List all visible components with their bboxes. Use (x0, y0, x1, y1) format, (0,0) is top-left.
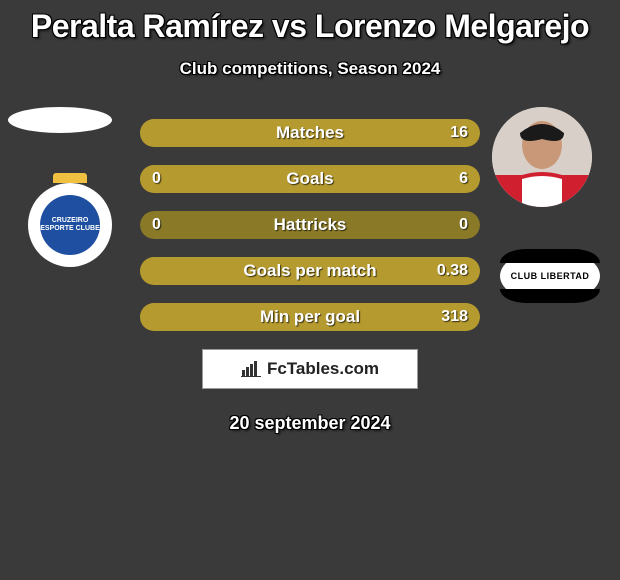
player-left-photo (8, 107, 112, 133)
stat-label: Goals per match (140, 257, 480, 285)
stat-row: 0.38Goals per match (140, 257, 480, 285)
subtitle: Club competitions, Season 2024 (0, 59, 620, 79)
stat-label: Goals (140, 165, 480, 193)
stat-row: 318Min per goal (140, 303, 480, 331)
cruzeiro-badge: CRUZEIRO ESPORTE CLUBE (28, 173, 112, 257)
player-right-photo (492, 107, 592, 207)
club-left-text: CRUZEIRO ESPORTE CLUBE (40, 195, 100, 255)
brand-box[interactable]: FcTables.com (202, 349, 418, 389)
stat-row: 06Goals (140, 165, 480, 193)
stat-row: 00Hattricks (140, 211, 480, 239)
club-right-text: CLUB LIBERTAD (511, 271, 590, 281)
brand-text: FcTables.com (267, 359, 379, 379)
stats-container: 16Matches 06Goals 00Hattricks 0.38Goals per… (140, 119, 480, 349)
crown-icon (53, 173, 87, 183)
page-title: Peralta Ramírez vs Lorenzo Melgarejo (0, 0, 620, 45)
libertad-badge: CLUB LIBERTAD (500, 249, 600, 303)
date-label: 20 september 2024 (0, 413, 620, 434)
club-badge-left: CRUZEIRO ESPORTE CLUBE (20, 173, 120, 257)
stat-row: 16Matches (140, 119, 480, 147)
player-avatar-icon (492, 107, 592, 207)
comparison-card: Peralta Ramírez vs Lorenzo Melgarejo Clu… (0, 0, 620, 580)
bar-chart-icon (241, 361, 261, 377)
stat-label: Matches (140, 119, 480, 147)
stat-label: Min per goal (140, 303, 480, 331)
club-badge-right: CLUB LIBERTAD (500, 249, 600, 333)
stat-label: Hattricks (140, 211, 480, 239)
